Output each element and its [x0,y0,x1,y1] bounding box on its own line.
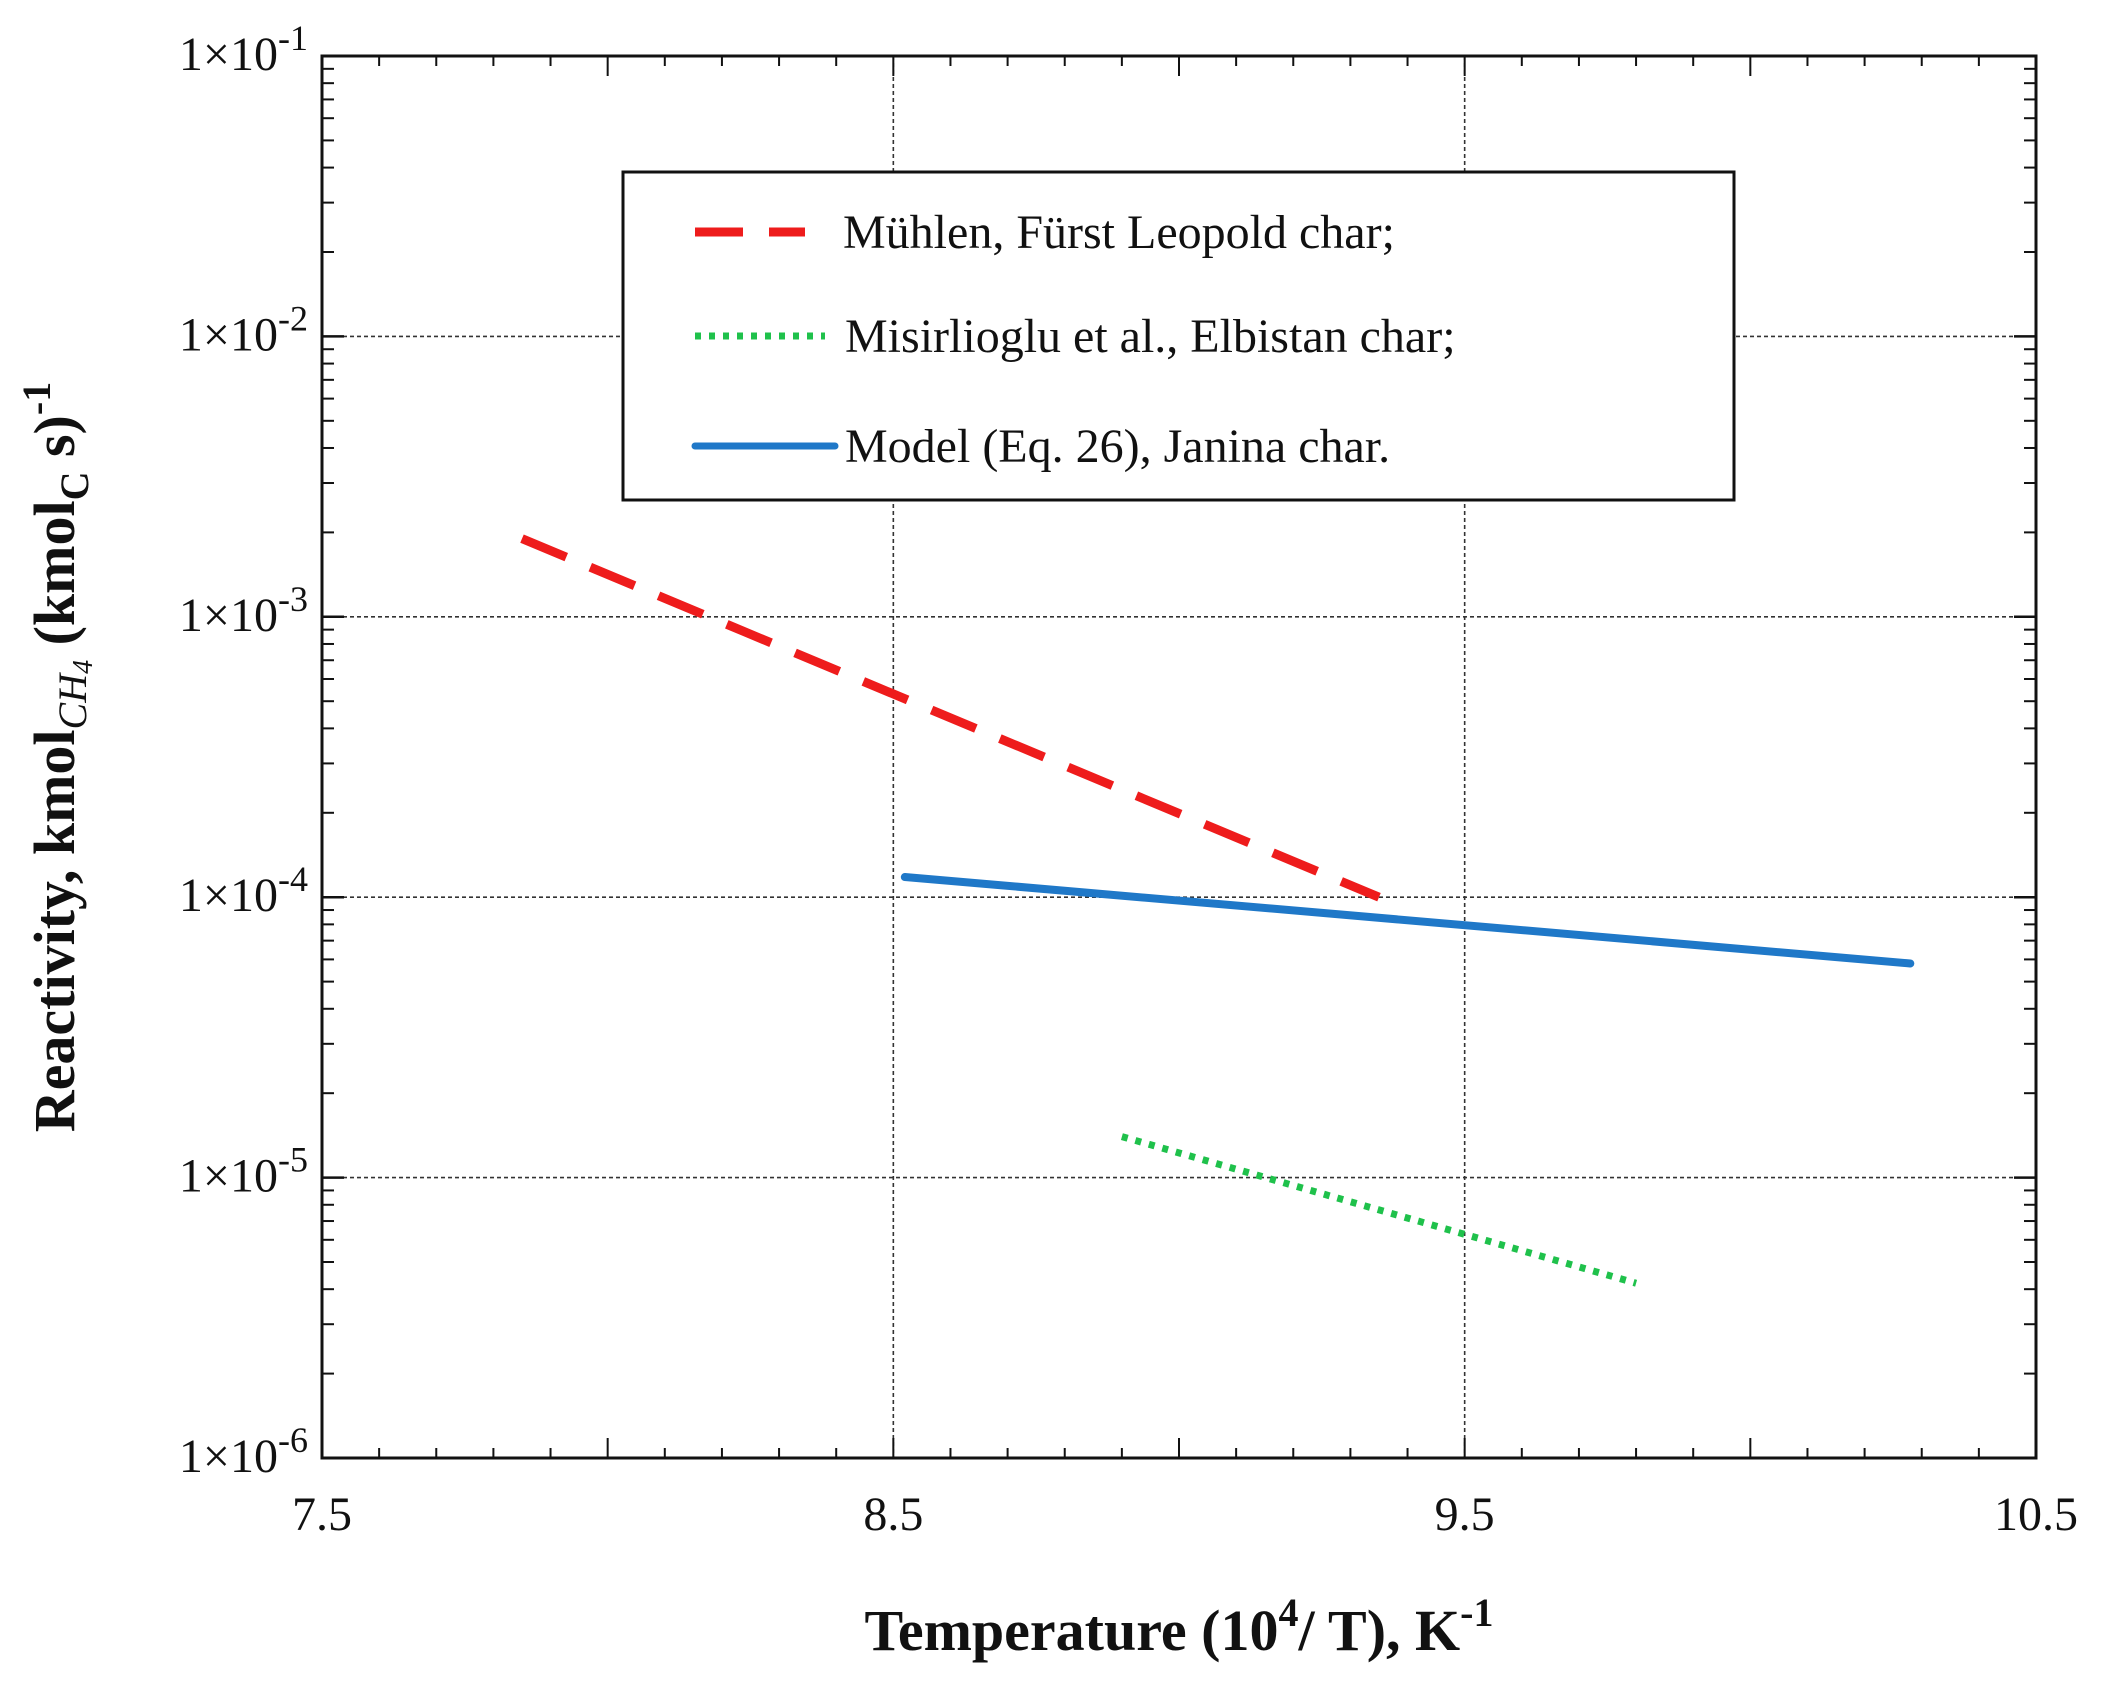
y-tick-label: 1×10-2 [179,298,308,361]
legend-label-muhlen: Mühlen, Fürst Leopold char; [843,206,1395,259]
x-tick-label: 8.5 [863,1488,923,1541]
y-tick-label: 1×10-3 [179,579,308,642]
series-line-dotted [1120,1133,1638,1287]
y-tick-label: 1×10-1 [179,18,308,81]
legend: Mühlen, Fürst Leopold char; Misirlioglu … [621,170,1736,502]
y-tick-label: 1×10-6 [179,1420,308,1483]
series-lines [520,534,1915,1287]
y-axis-title: Reactivity, kmolCH4 (kmolC s)-1 [14,382,99,1132]
y-tick-label: 1×10-4 [179,859,308,922]
x-tick-label: 9.5 [1435,1488,1495,1541]
legend-label-misirlioglu: Misirlioglu et al., Elbistan char; [845,310,1456,363]
x-tick-label: 10.5 [1994,1488,2078,1541]
series-line-solid [900,873,1915,968]
series-line-dashed [520,534,1381,902]
y-tick-label: 1×10-5 [179,1140,308,1203]
axis-ticks: 7.5 8.5 9.5 10.5 1×10-1 1×10-2 1×10-3 1×10-4 1×1… [179,18,2078,1541]
legend-label-model: Model (Eq. 26), Janina char. [845,420,1390,473]
x-axis-title: Temperature (104/ T), K-1 [864,1590,1493,1663]
x-tick-label: 7.5 [292,1488,352,1541]
